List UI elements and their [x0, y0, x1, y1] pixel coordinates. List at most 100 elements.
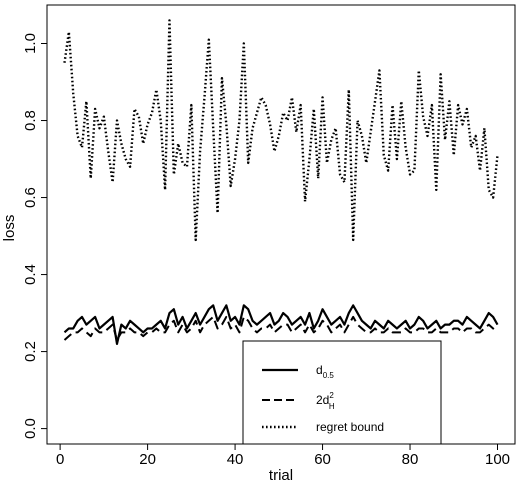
- series-1-point-72: [375, 328, 376, 329]
- series-0-point-93: [466, 317, 467, 318]
- series-1-point-74: [383, 332, 384, 333]
- series-0-point-17: [134, 324, 135, 325]
- series-1-point-38: [226, 317, 227, 318]
- series-2-point-89: [449, 101, 450, 102]
- series-2-point-94: [471, 147, 472, 148]
- series-2-point-29: [187, 166, 188, 167]
- series-2-point-84: [427, 136, 428, 137]
- series-2-point-77: [397, 159, 398, 160]
- series-0-point-36: [217, 320, 218, 321]
- series-2-point-31: [195, 240, 196, 241]
- series-2-point-2: [68, 32, 69, 33]
- series-0-point-29: [187, 328, 188, 329]
- y-tick-label-4: 0.8: [22, 110, 39, 131]
- series-1-point-9: [99, 332, 100, 333]
- series-1-point-10: [103, 332, 104, 333]
- series-line-2: [63, 19, 499, 242]
- series-1-point-56: [305, 332, 306, 333]
- series-0-point-39: [230, 320, 231, 321]
- series-0-point-57: [309, 313, 310, 314]
- series-0-point-75: [388, 320, 389, 321]
- series-2-point-93: [466, 109, 467, 110]
- series-1-point-4: [77, 332, 78, 333]
- series-0-point-7: [90, 320, 91, 321]
- series-2-point-37: [222, 78, 223, 79]
- series-1-point-58: [313, 332, 314, 333]
- series-2-point-79: [405, 147, 406, 148]
- series-1-point-85: [432, 332, 433, 333]
- series-2-point-97: [484, 128, 485, 129]
- series-2-point-5: [82, 147, 83, 148]
- series-2-point-83: [423, 116, 424, 117]
- series-2-point-96: [480, 170, 481, 171]
- series-1-point-44: [252, 328, 253, 329]
- series-0-point-45: [257, 324, 258, 325]
- series-0-point-70: [366, 324, 367, 325]
- series-0-point-56: [305, 324, 306, 325]
- series-0-point-19: [143, 332, 144, 333]
- series-1-point-67: [353, 317, 354, 318]
- series-1-point-11: [108, 328, 109, 329]
- legend-box: [242, 340, 442, 445]
- series-1-point-93: [466, 328, 467, 329]
- series-2-point-9: [99, 128, 100, 129]
- series-2-point-19: [143, 143, 144, 144]
- series-1-point-83: [423, 328, 424, 329]
- series-1-point-24: [165, 332, 166, 333]
- series-2-point-12: [112, 182, 113, 183]
- series-0-point-71: [370, 328, 371, 329]
- series-2-point-64: [340, 174, 341, 175]
- legend-label-1: 2d2 H: [316, 391, 335, 411]
- series-0-point-79: [405, 320, 406, 321]
- x-tick-label-100: 100: [485, 451, 510, 468]
- series-2-point-41: [239, 120, 240, 121]
- series-1-point-62: [331, 332, 332, 333]
- series-0-point-4: [77, 320, 78, 321]
- series-2-point-26: [173, 174, 174, 175]
- series-0-point-60: [322, 309, 323, 310]
- legend: d0.5 2d2 H regret bound: [242, 340, 442, 445]
- series-0-point-94: [471, 320, 472, 321]
- series-0-point-92: [462, 324, 463, 325]
- series-2-point-6: [86, 101, 87, 102]
- series-1-point-73: [379, 332, 380, 333]
- series-1-point-53: [292, 332, 293, 333]
- series-0-point-99: [493, 317, 494, 318]
- series-2-point-98: [488, 189, 489, 190]
- series-2-point-25: [169, 20, 170, 21]
- series-1-point-65: [344, 332, 345, 333]
- series-0-point-76: [392, 324, 393, 325]
- series-0: [63, 304, 499, 345]
- series-1-point-12: [112, 324, 113, 325]
- series-1-point-55: [300, 324, 301, 325]
- series-0-point-68: [357, 313, 358, 314]
- series-0-point-15: [125, 328, 126, 329]
- series-2-point-67: [353, 240, 354, 241]
- series-0-point-42: [243, 305, 244, 306]
- series-2-point-78: [401, 101, 402, 102]
- series-0-point-51: [283, 313, 284, 314]
- series-1-point-7: [90, 336, 91, 337]
- series-0-point-10: [103, 324, 104, 325]
- series-1-point-21: [152, 332, 153, 333]
- series-1-point-77: [397, 332, 398, 333]
- series-2-point-59: [318, 178, 319, 179]
- series-0-point-28: [182, 317, 183, 318]
- series-1-point-14: [121, 332, 122, 333]
- series-2-point-39: [230, 186, 231, 187]
- y-tick-label-3: 0.6: [22, 187, 39, 208]
- series-2-point-56: [305, 201, 306, 202]
- series-0-point-21: [152, 328, 153, 329]
- series-0-point-24: [165, 328, 166, 329]
- x-axis: 0 20 40 60 80 100: [56, 444, 510, 468]
- series-2-point-33: [204, 97, 205, 98]
- series-1-point-76: [392, 332, 393, 333]
- series-1-point-35: [213, 317, 214, 318]
- series-0-point-20: [147, 328, 148, 329]
- series-2-point-8: [95, 109, 96, 110]
- series-0-point-43: [248, 309, 249, 310]
- series-1-point-89: [449, 332, 450, 333]
- series-2-point-43: [248, 162, 249, 163]
- series-0-point-27: [178, 324, 179, 325]
- series-0-point-67: [353, 305, 354, 306]
